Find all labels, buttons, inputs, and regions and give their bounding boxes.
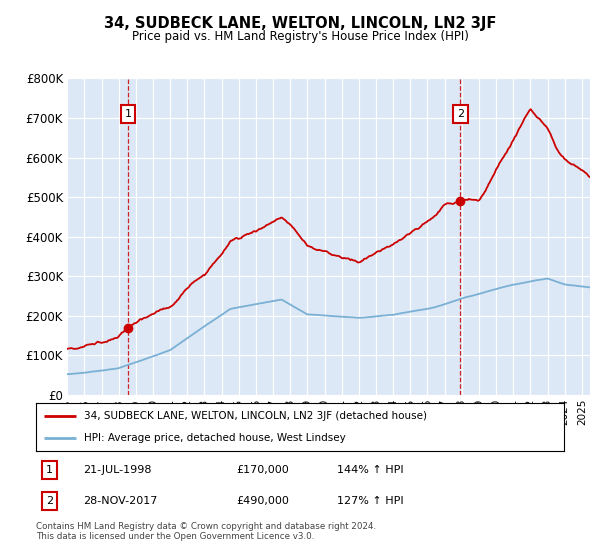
Text: 1: 1	[125, 109, 131, 119]
Text: 34, SUDBECK LANE, WELTON, LINCOLN, LN2 3JF: 34, SUDBECK LANE, WELTON, LINCOLN, LN2 3…	[104, 16, 496, 31]
Text: £490,000: £490,000	[236, 496, 290, 506]
Text: 21-JUL-1998: 21-JUL-1998	[83, 465, 152, 475]
Text: £170,000: £170,000	[236, 465, 289, 475]
Text: 34, SUDBECK LANE, WELTON, LINCOLN, LN2 3JF (detached house): 34, SUDBECK LANE, WELTON, LINCOLN, LN2 3…	[83, 411, 427, 421]
Text: 2: 2	[46, 496, 53, 506]
Text: Price paid vs. HM Land Registry's House Price Index (HPI): Price paid vs. HM Land Registry's House …	[131, 30, 469, 43]
Text: Contains HM Land Registry data © Crown copyright and database right 2024.
This d: Contains HM Land Registry data © Crown c…	[36, 522, 376, 542]
Text: 127% ↑ HPI: 127% ↑ HPI	[337, 496, 404, 506]
Text: 2: 2	[457, 109, 464, 119]
Text: 144% ↑ HPI: 144% ↑ HPI	[337, 465, 404, 475]
Text: 1: 1	[46, 465, 53, 475]
Text: 28-NOV-2017: 28-NOV-2017	[83, 496, 158, 506]
Text: HPI: Average price, detached house, West Lindsey: HPI: Average price, detached house, West…	[83, 433, 345, 443]
